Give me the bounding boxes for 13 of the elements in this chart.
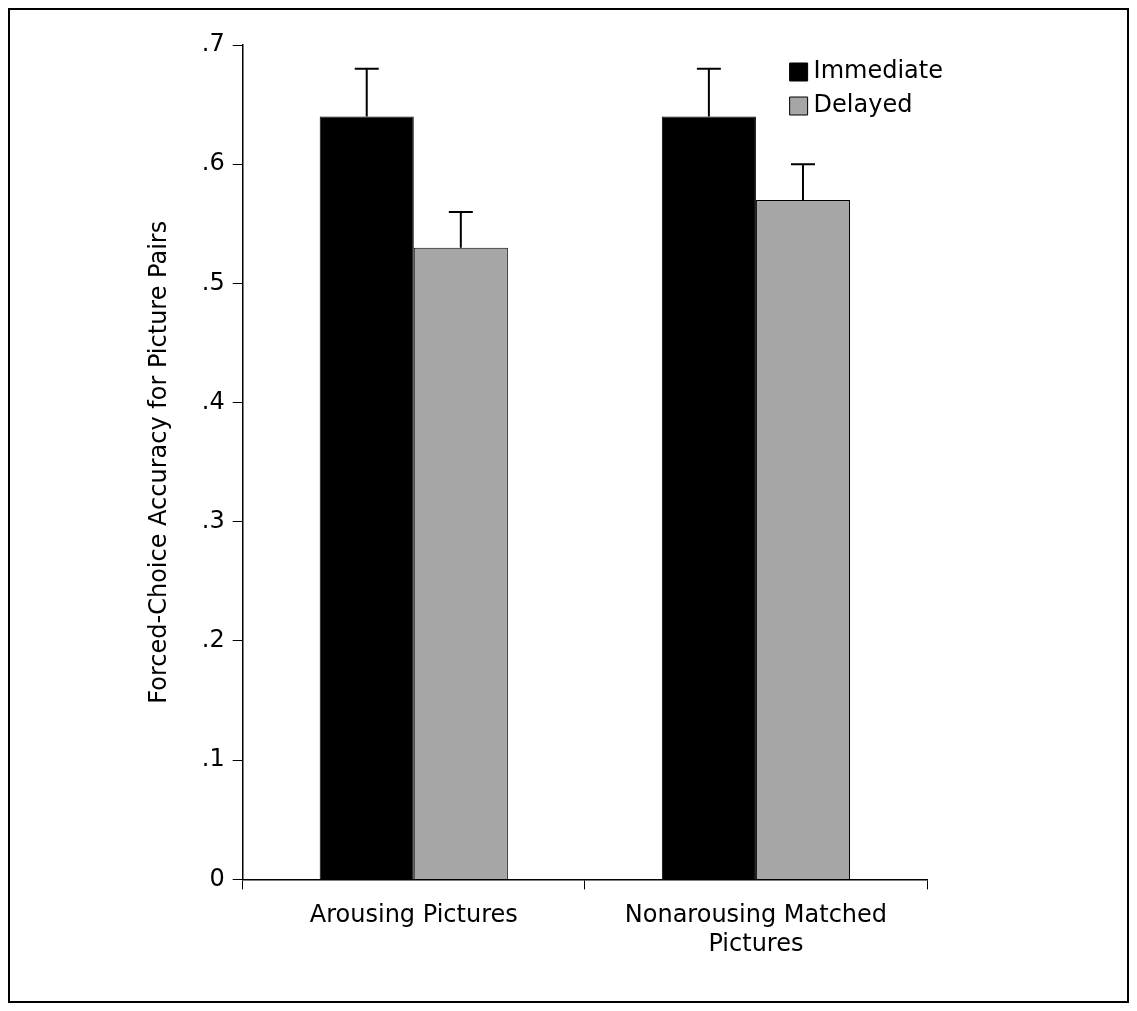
x-tick-label: Nonarousing Matched Pictures — [624, 900, 888, 957]
y-tick-label: .4 — [201, 386, 225, 415]
y-tick-label: 0 — [209, 863, 225, 892]
y-tick-label: .3 — [201, 506, 225, 535]
y-tick-label: .2 — [201, 625, 225, 654]
y-tick-label: .7 — [201, 29, 225, 58]
y-axis-title: Forced-Choice Accuracy for Picture Pairs — [143, 220, 172, 704]
y-tick-label: .5 — [201, 267, 225, 296]
x-tick-label: Arousing Pictures — [309, 900, 518, 929]
legend-label: Delayed — [813, 90, 913, 119]
legend-label: Immediate — [813, 56, 943, 85]
y-tick-label: .1 — [201, 744, 225, 773]
y-tick-label: .6 — [201, 148, 225, 177]
